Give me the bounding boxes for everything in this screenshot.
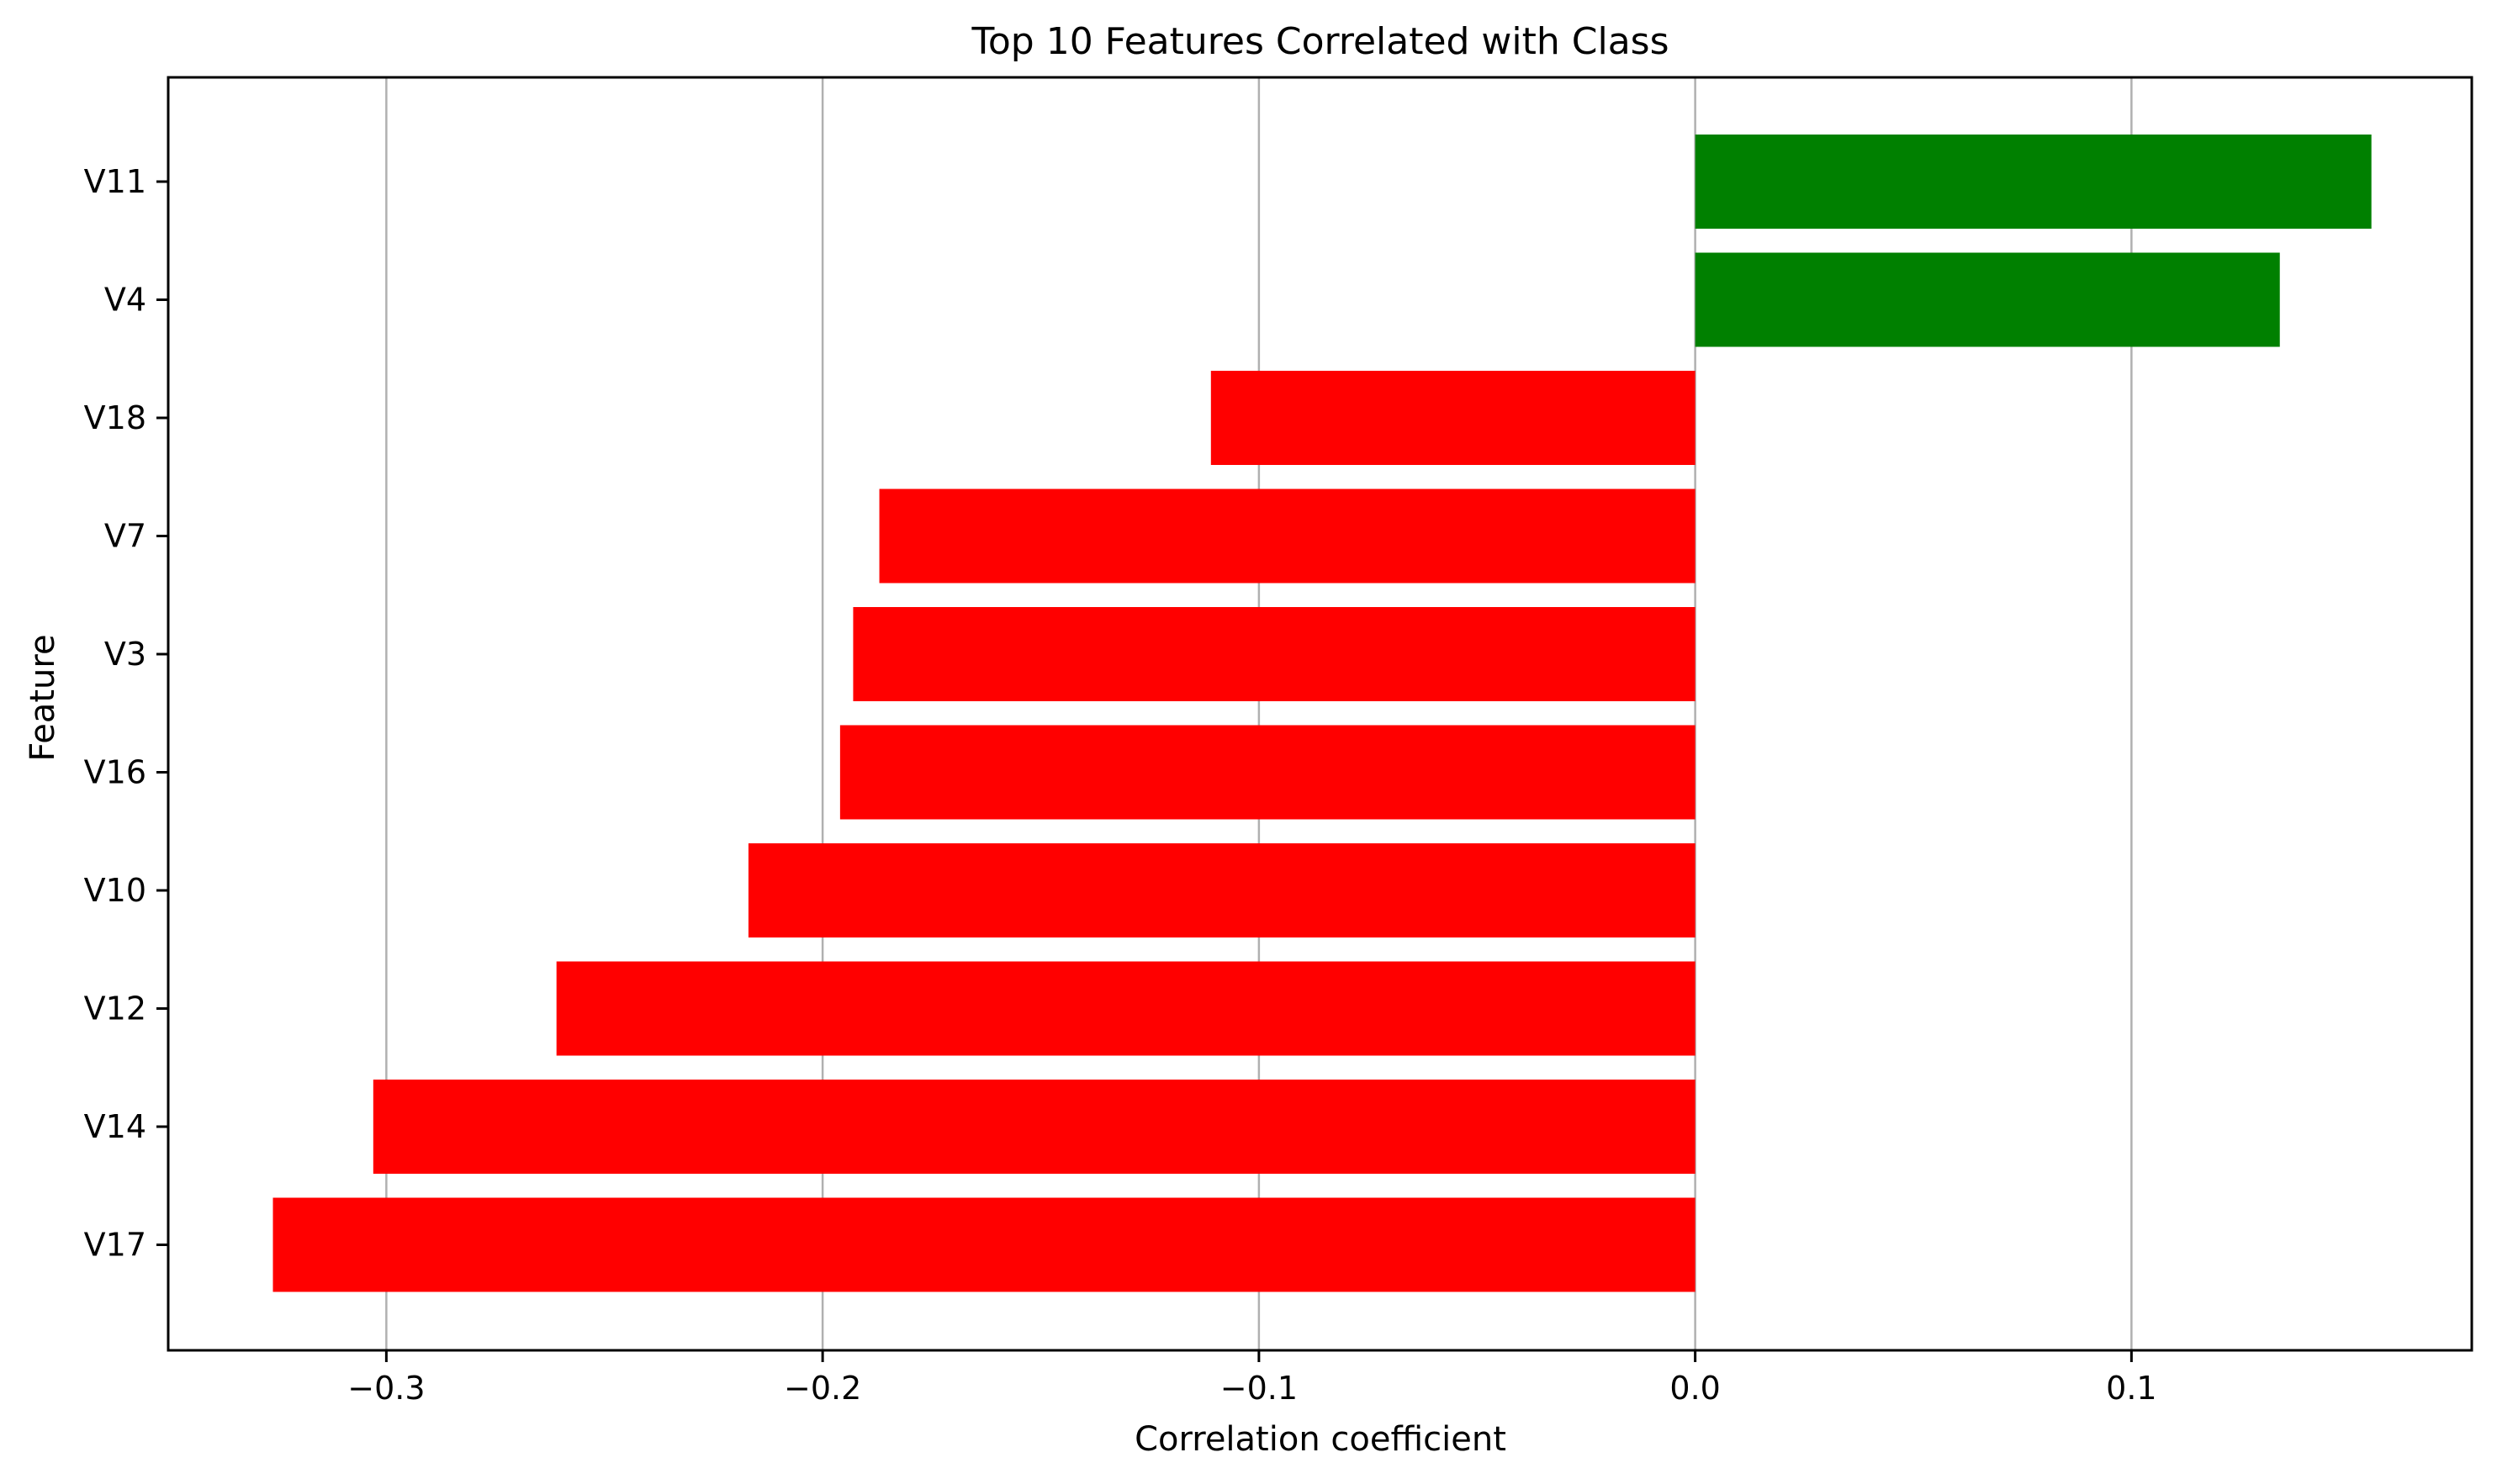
bar-V10	[748, 843, 1696, 937]
y-ticks: V11 V4 V18 V7 V3 V16 V10 V12 V14 V17	[84, 163, 168, 1264]
x-tick-label-1: −0.2	[784, 1370, 861, 1407]
bar-V16	[839, 725, 1696, 820]
bar-V11	[1695, 135, 2372, 229]
x-ticks: −0.3 −0.2 −0.1 0.0 0.1	[347, 1350, 2157, 1407]
bar-V12	[556, 961, 1696, 1056]
bar-V3	[853, 607, 1696, 701]
bar-V4	[1695, 252, 2280, 347]
y-tick-label-V4: V4	[104, 282, 146, 319]
bar-V17	[272, 1197, 1696, 1292]
y-tick-label-V14: V14	[84, 1108, 146, 1145]
x-tick-label-4: 0.1	[2106, 1370, 2156, 1407]
x-axis-label: Correlation coefficient	[1135, 1420, 1506, 1459]
y-tick-label-V3: V3	[104, 636, 146, 673]
bar-V14	[373, 1080, 1696, 1174]
y-tick-label-V10: V10	[84, 872, 146, 909]
bars	[272, 135, 2372, 1292]
y-tick-label-V12: V12	[84, 990, 146, 1027]
chart-title: Top 10 Features Correlated with Class	[971, 20, 1669, 63]
y-tick-label-V16: V16	[84, 754, 146, 791]
bar-V18	[1210, 371, 1696, 465]
bar-V7	[879, 489, 1696, 584]
y-tick-label-V17: V17	[84, 1227, 146, 1264]
y-tick-label-V18: V18	[84, 399, 146, 436]
x-tick-label-2: −0.1	[1220, 1370, 1298, 1407]
plot-frame	[167, 76, 2473, 1352]
x-tick-label-0: −0.3	[347, 1370, 425, 1407]
x-tick-label-3: 0.0	[1669, 1370, 1720, 1407]
y-tick-label-V11: V11	[84, 163, 146, 200]
y-tick-label-V7: V7	[104, 518, 146, 555]
y-axis-label: Feature	[24, 634, 62, 761]
